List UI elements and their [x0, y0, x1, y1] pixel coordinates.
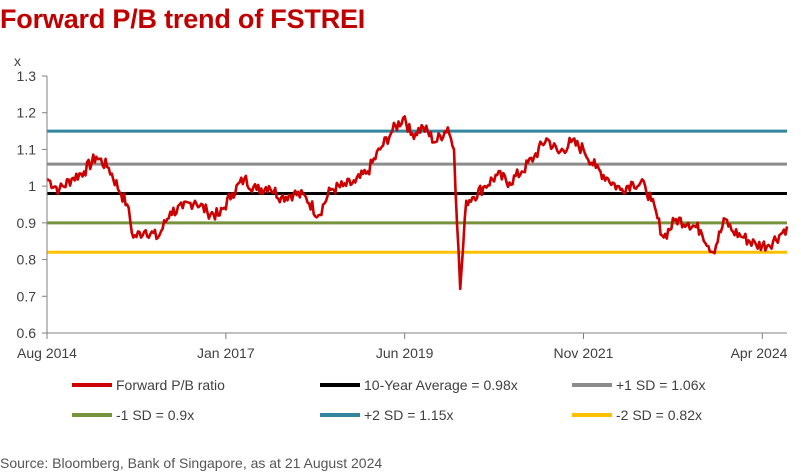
y-tick-label: 1.2 [17, 105, 37, 121]
legend-label: 10-Year Average = 0.98x [364, 377, 518, 393]
x-tick-label: Nov 2021 [554, 345, 614, 361]
x-tick-label: Apr 2024 [731, 345, 788, 361]
y-tick-label: 0.8 [17, 252, 37, 268]
y-tick-label: 0.7 [17, 288, 37, 304]
legend-label: Forward P/B ratio [116, 377, 225, 393]
reference-lines [47, 129, 787, 254]
legend-label: -1 SD = 0.9x [116, 407, 194, 423]
x-tick-label: Jan 2017 [197, 345, 255, 361]
x-tick-label: Aug 2014 [17, 345, 77, 361]
legend-label: -2 SD = 0.82x [616, 407, 702, 423]
y-tick-label: 1.1 [17, 141, 37, 157]
axes-group: x 0.6 0.7 0.8 0.9 1 1.1 1.2 1.3 Aug 2014 Jan 2017 J… [14, 53, 788, 361]
y-tick-label: 1 [28, 178, 36, 194]
series-line-forward-pb [46, 115, 789, 291]
legend: Forward P/B ratio 10-Year Average = 0.98x… [72, 377, 706, 423]
series-group [46, 115, 789, 291]
legend-label: +1 SD = 1.06x [616, 377, 706, 393]
chart-title: Forward P/B trend of FSTREI [0, 4, 366, 34]
y-axis-label: x [14, 53, 21, 69]
source-note: Source: Bloomberg, Bank of Singapore, as… [0, 455, 383, 471]
y-tick-label: 1.3 [17, 68, 37, 84]
y-tick-label: 0.6 [17, 325, 37, 341]
y-tick-label: 0.9 [17, 215, 37, 231]
x-tick-label: Jun 2019 [376, 345, 434, 361]
legend-label: +2 SD = 1.15x [364, 407, 454, 423]
